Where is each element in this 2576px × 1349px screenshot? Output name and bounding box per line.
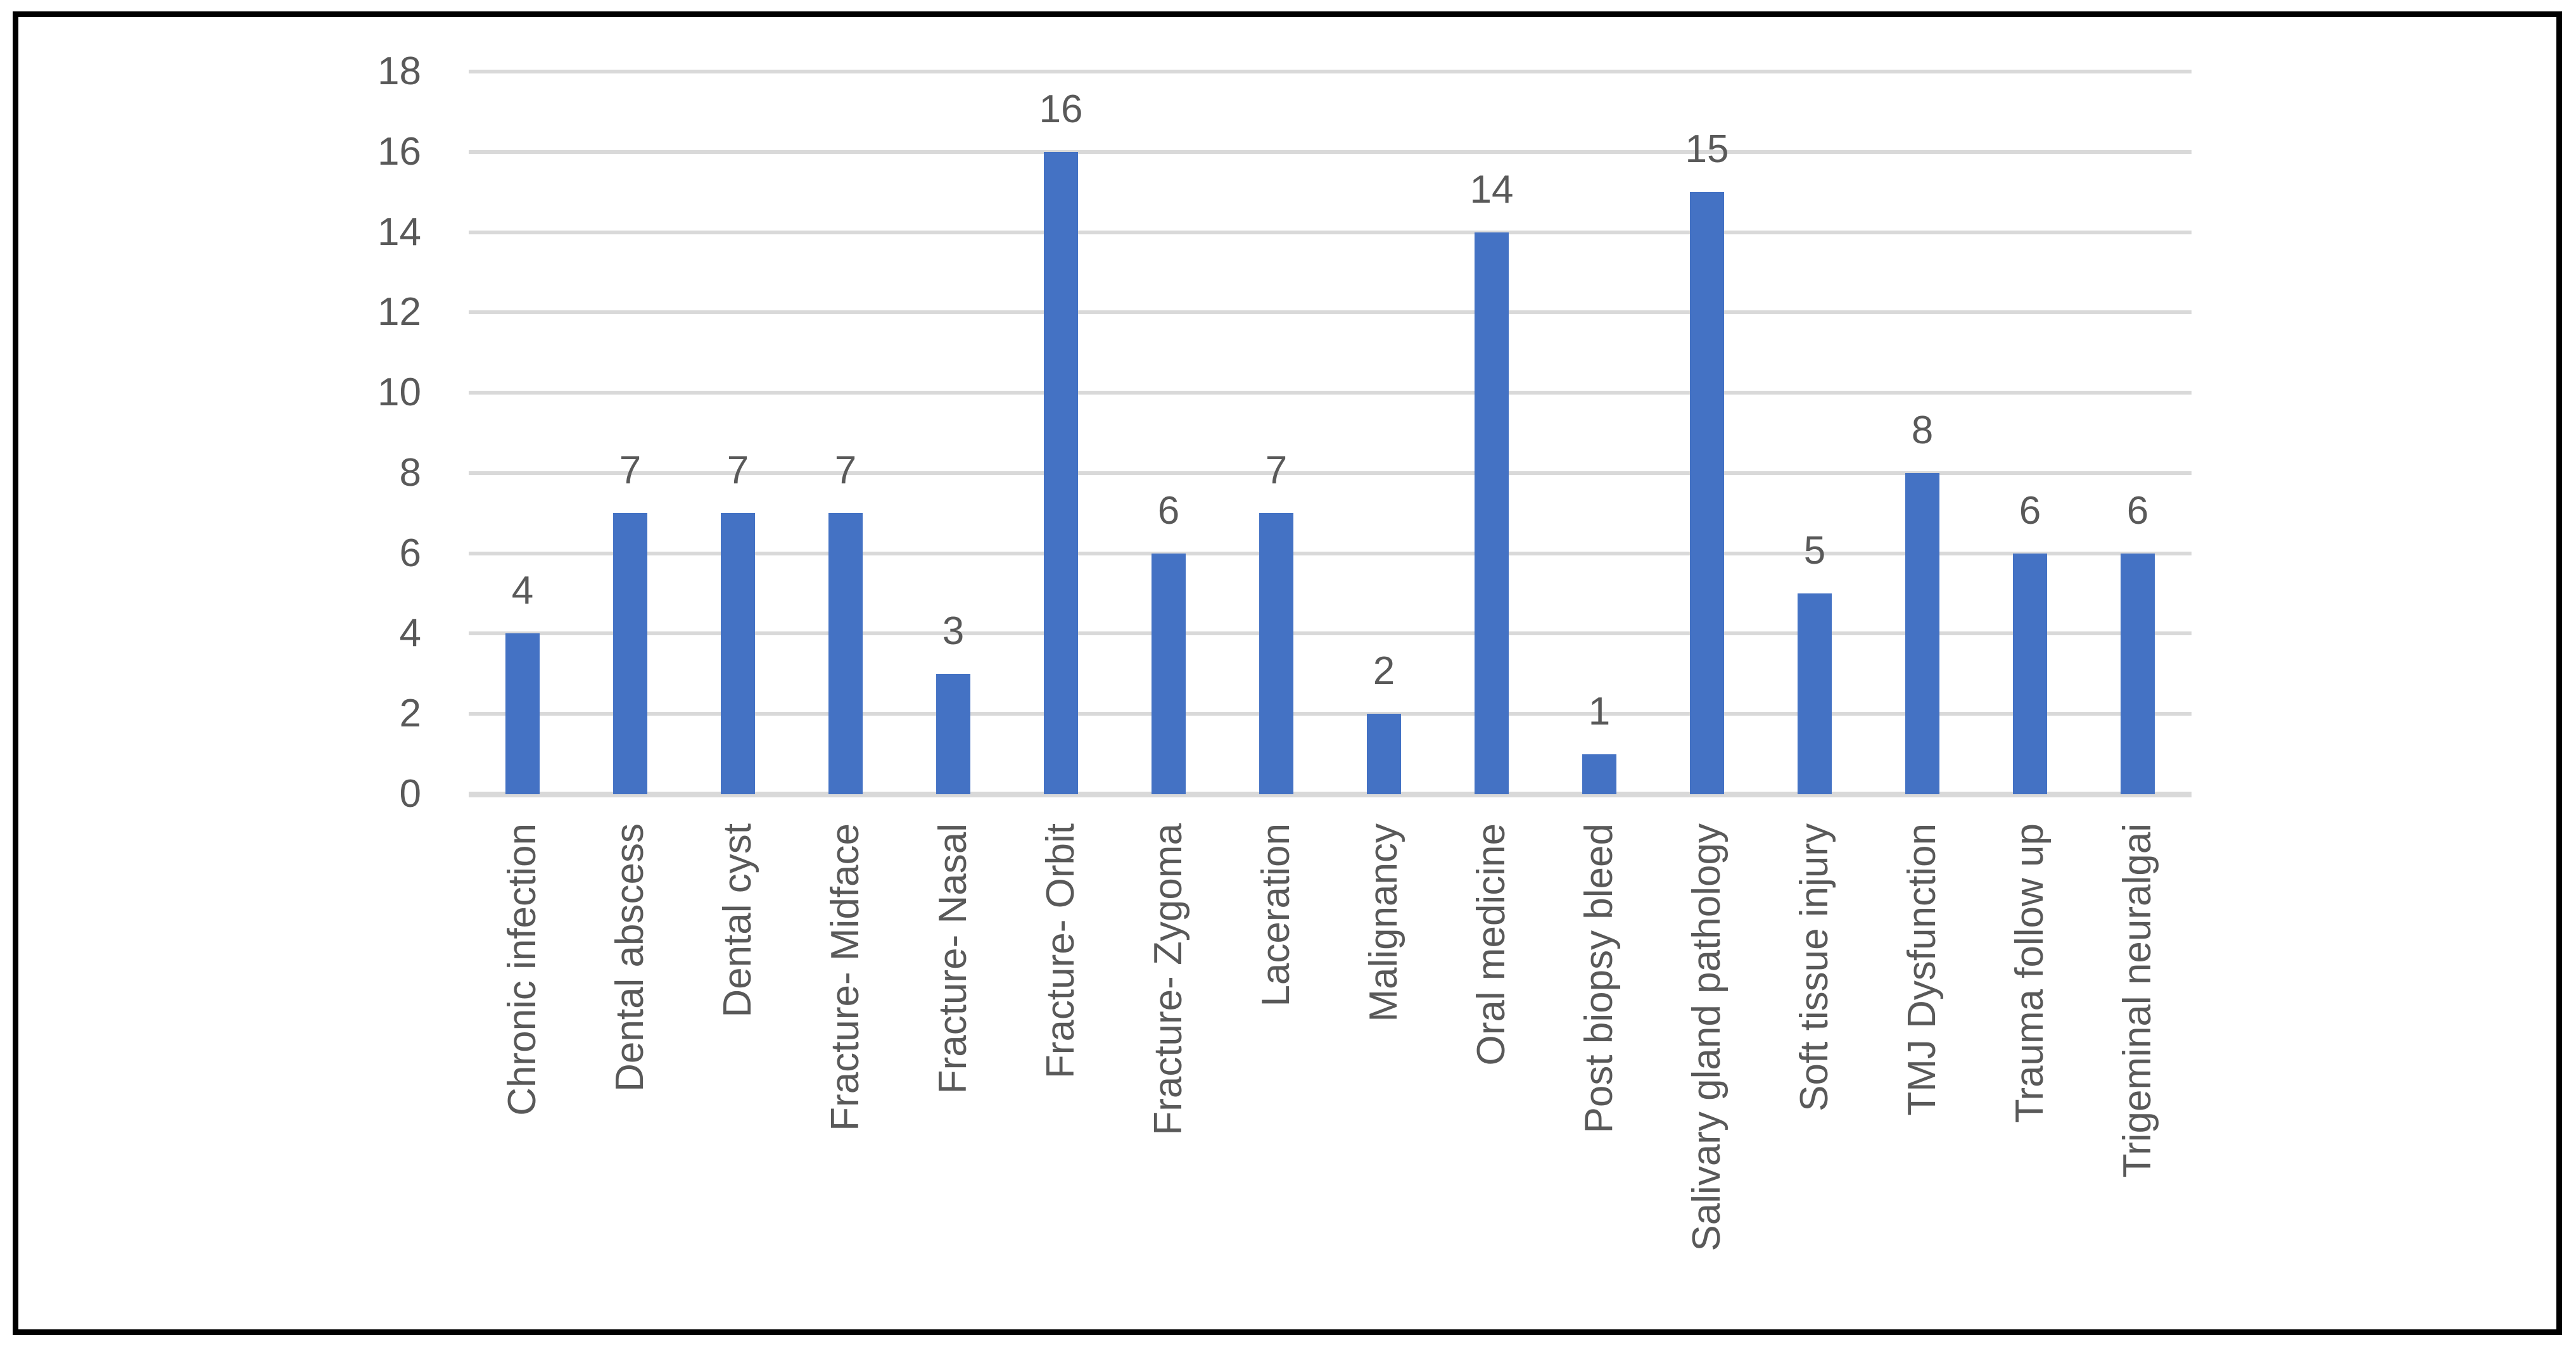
- y-tick-label: 0: [399, 772, 421, 816]
- x-category-label: Chronic infection: [500, 823, 544, 1116]
- gridline: [469, 712, 2192, 716]
- x-category-label: Trigeminal neuralgai: [2116, 823, 2159, 1178]
- x-category-label: Laceration: [1254, 823, 1298, 1007]
- x-category-label: Fracture- Nasal: [931, 823, 975, 1094]
- bar-value-label: 6: [2126, 488, 2149, 533]
- bar-value-label: 7: [834, 448, 857, 493]
- bar: [1475, 232, 1509, 794]
- x-category-label: Malignancy: [1362, 823, 1405, 1022]
- y-tick-label: 8: [399, 450, 421, 495]
- bar-value-label: 7: [726, 448, 749, 493]
- x-category-label: Trauma follow up: [2008, 823, 2052, 1124]
- bar: [1690, 192, 1724, 794]
- gridline: [469, 631, 2192, 636]
- x-category-label: Soft tissue injury: [1792, 823, 1836, 1112]
- y-tick-label: 4: [399, 611, 421, 656]
- x-category-label: Fracture- Orbit: [1039, 823, 1082, 1079]
- bar: [2121, 553, 2155, 794]
- x-category-label: Dental cyst: [716, 823, 759, 1018]
- gridline: [469, 471, 2192, 475]
- bar: [1152, 553, 1186, 794]
- gridline: [469, 230, 2192, 234]
- bar-value-label: 5: [1803, 529, 1826, 573]
- bar: [936, 673, 970, 794]
- x-category-label: TMJ Dysfunction: [1900, 823, 1944, 1116]
- bar-value-label: 6: [2019, 488, 2041, 533]
- gridline: [469, 551, 2192, 555]
- bar: [1798, 593, 1832, 794]
- x-category-label: Dental abscess: [608, 823, 652, 1092]
- bar-value-label: 4: [511, 569, 534, 613]
- bar: [1582, 754, 1616, 794]
- y-tick-label: 14: [378, 210, 421, 254]
- bar-value-label: 16: [1039, 87, 1083, 131]
- y-tick-label: 10: [378, 370, 421, 415]
- bar: [505, 633, 540, 794]
- gridline: [469, 149, 2192, 154]
- y-tick-label: 6: [399, 531, 421, 575]
- bar: [1367, 714, 1401, 794]
- gridline: [469, 70, 2192, 73]
- bar: [828, 513, 863, 794]
- bar-value-label: 7: [619, 448, 642, 493]
- bar-value-label: 2: [1373, 649, 1395, 694]
- bar-value-label: 3: [942, 609, 965, 653]
- bar: [2013, 553, 2047, 794]
- x-category-label: Oral medicine: [1469, 823, 1513, 1066]
- x-category-label: Fracture- Midface: [823, 823, 867, 1131]
- bar-value-label: 8: [1911, 408, 1934, 452]
- bar: [1905, 472, 1939, 794]
- y-tick-label: 2: [399, 692, 421, 736]
- x-axis-line: [469, 792, 2192, 797]
- bar: [1044, 151, 1078, 794]
- gridline: [469, 310, 2192, 315]
- gridline: [469, 391, 2192, 395]
- y-tick-label: 16: [378, 129, 421, 174]
- bar: [721, 513, 755, 794]
- bar-value-label: 1: [1588, 689, 1611, 733]
- bar-value-label: 6: [1157, 488, 1180, 533]
- y-tick-label: 12: [378, 290, 421, 334]
- x-category-label: Post biopsy bleed: [1577, 823, 1621, 1134]
- bar-value-label: 7: [1265, 448, 1288, 493]
- y-tick-label: 18: [378, 49, 421, 93]
- x-category-label: Salivary gland pathology: [1685, 823, 1729, 1251]
- bar: [1259, 513, 1293, 794]
- x-category-label: Fracture- Zygoma: [1146, 823, 1190, 1136]
- bar-value-label: 15: [1685, 127, 1729, 172]
- bar: [613, 513, 647, 794]
- bar-value-label: 14: [1469, 167, 1514, 212]
